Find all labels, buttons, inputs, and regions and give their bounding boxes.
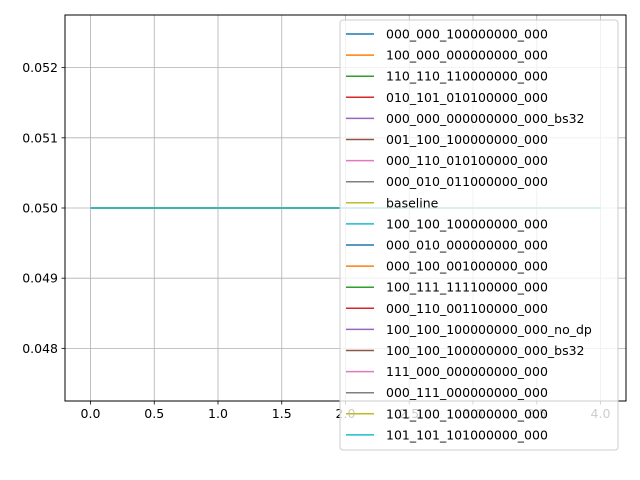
legend-entry-label: 000_100_001000000_000 [386, 259, 548, 274]
legend-entry-label: 110_110_110000000_000 [386, 69, 548, 84]
legend-entry-label: 000_010_000000000_000 [386, 238, 548, 253]
legend-entry-label: 100_111_111100000_000 [386, 280, 548, 295]
legend-entry-label: 010_101_010100000_000 [386, 90, 548, 105]
legend-entry-label: 100_100_100000000_000 [386, 216, 548, 231]
legend-entry-label: baseline [386, 195, 439, 210]
y-tick-label: 0.048 [22, 341, 58, 356]
legend-box [339, 19, 619, 451]
legend-entry-label: 000_110_001100000_000 [386, 301, 548, 316]
x-tick-label: 1.5 [272, 406, 292, 421]
y-tick-label: 0.050 [22, 201, 58, 216]
x-tick-label: 0.5 [144, 406, 164, 421]
y-tick-label: 0.049 [22, 271, 58, 286]
x-tick-label: 1.0 [208, 406, 228, 421]
legend-entry-label: 000_000_000000000_000_bs32 [386, 111, 585, 126]
legend-entry-label: 100_100_100000000_000_bs32 [386, 343, 585, 358]
legend-entry-label: 000_110_010100000_000 [386, 153, 548, 168]
legend-entry-label: 101_100_100000000_000 [386, 406, 548, 421]
x-tick-label: 0.0 [81, 406, 101, 421]
legend-entry-label: 000_111_000000000_000 [386, 385, 548, 400]
y-tick-label: 0.052 [22, 60, 58, 75]
legend-entry-label: 000_000_100000000_000 [386, 27, 548, 42]
legend-entry-label: 111_000_000000000_000 [386, 364, 548, 379]
legend: 000_000_100000000_000 100_000_000000000_0… [339, 19, 619, 451]
legend-entry-label: 000_010_011000000_000 [386, 174, 548, 189]
legend-entry-label: 101_101_101000000_000 [386, 427, 548, 442]
legend-entry-label: 100_000_000000000_000 [386, 48, 548, 63]
legend-entry-label: 001_100_100000000_000 [386, 132, 548, 147]
y-tick-label: 0.051 [22, 130, 58, 145]
legend-entry-label: 100_100_100000000_000_no_dp [386, 322, 592, 337]
